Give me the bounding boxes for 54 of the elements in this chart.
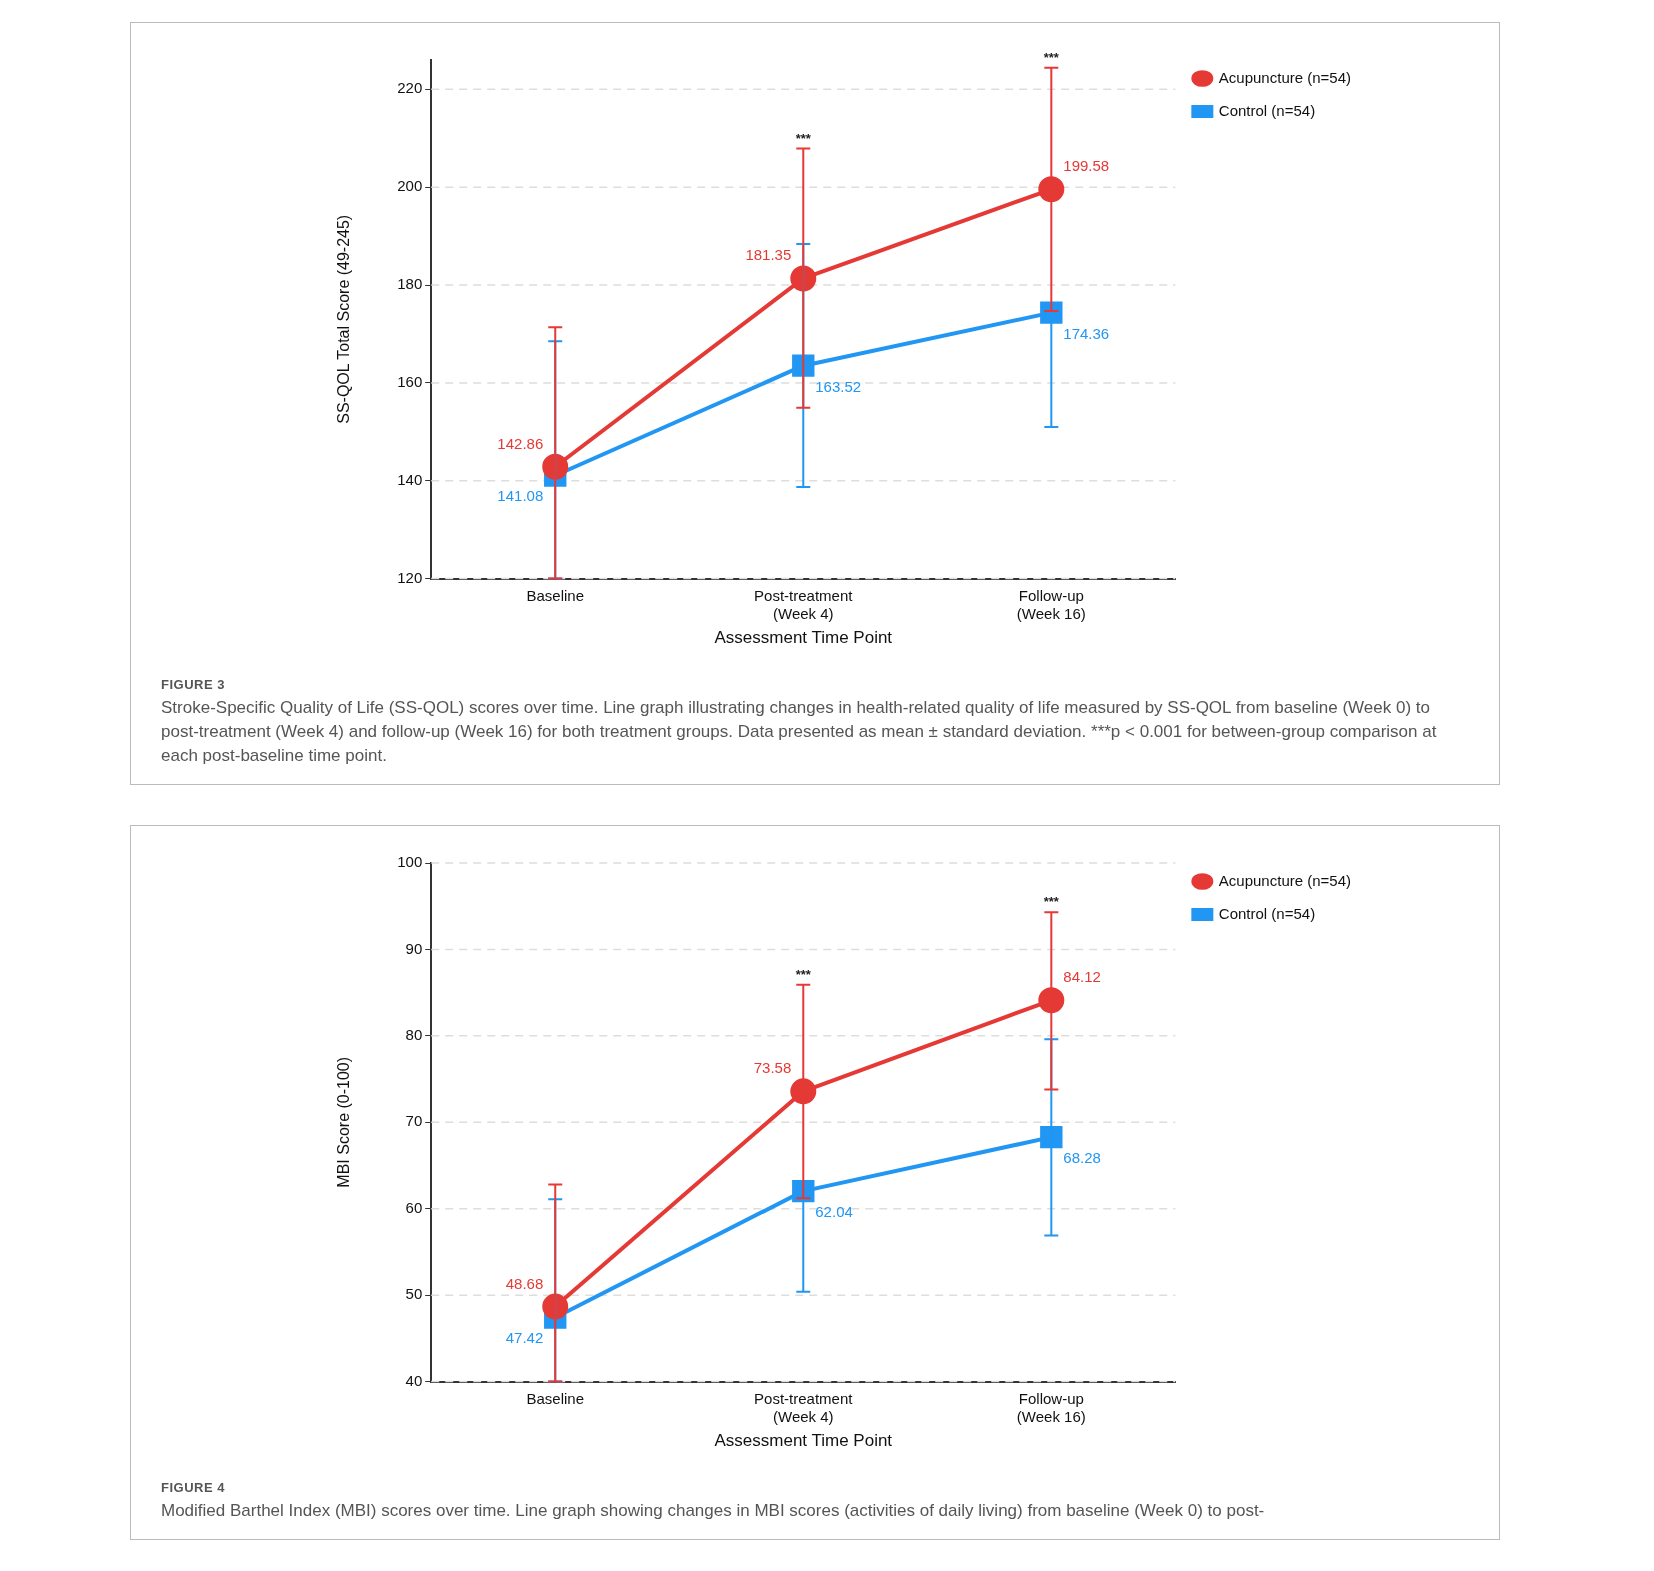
point: [790, 1078, 817, 1105]
y-tick-label: 220: [397, 79, 423, 97]
y-tick-label: 200: [397, 177, 423, 195]
x-axis-title: Assessment Time Point: [714, 628, 893, 648]
annotation: ***: [1043, 894, 1060, 910]
point: [1038, 176, 1065, 203]
x-tick-label: Follow-up (Week 16): [1016, 1389, 1086, 1425]
data-label: 68.28: [1063, 1149, 1101, 1167]
data-label: 163.52: [815, 377, 862, 395]
annotation: ***: [795, 966, 812, 982]
point: [790, 265, 817, 292]
y-tick-label: 180: [397, 275, 423, 293]
data-label: 48.68: [505, 1274, 544, 1292]
y-axis-title: MBI Score (0-100): [335, 1056, 353, 1188]
x-tick-label: Post-treatment (Week 4): [754, 1389, 854, 1425]
y-tick-label: 80: [405, 1026, 423, 1044]
point: [1038, 987, 1065, 1014]
legend-label: Control (n=54): [1218, 101, 1316, 119]
x-tick-label: Baseline: [526, 586, 585, 604]
y-tick-label: 70: [405, 1112, 423, 1130]
y-axis-title: SS-QOL Total Score (49-245): [335, 214, 353, 424]
annotation: ***: [1043, 49, 1060, 65]
point: [542, 1293, 569, 1320]
x-tick-label: Follow-up (Week 16): [1016, 586, 1086, 622]
data-label: 73.58: [753, 1059, 792, 1077]
legend-label: Acupuncture (n=54): [1218, 871, 1352, 889]
text: Stroke-Specific Quality of Life (SS-QOL) scores over time. Line graph illustrating changes in health-related quality of life measured by SS-QOL from baseline (Week 0) to post-treatment (Week 4) and follow-up (Week 16) for both treatment groups. Data presented as mean ± standard deviation. ***p < 0.001 for between-group comparison at each post-baseline time point.: [161, 697, 1438, 767]
y-tick-label: 120: [397, 568, 423, 586]
caption: FIGURE 3: [161, 677, 226, 692]
data-label: 181.35: [745, 246, 792, 264]
x-axis-title: Assessment Time Point: [714, 1431, 893, 1451]
text: Modified Barthel Index (MBI) scores over time. Line graph showing changes in MBI scores (activities of daily living) from baseline (Week 0) to post-: [161, 1500, 1266, 1522]
data-label: 174.36: [1063, 324, 1110, 342]
y-tick-label: 60: [405, 1198, 423, 1216]
data-label: 47.42: [505, 1329, 544, 1347]
data-label: 84.12: [1063, 968, 1101, 986]
data-label: 62.04: [815, 1203, 853, 1221]
y-tick-label: 160: [397, 373, 423, 391]
legend-label: Acupuncture (n=54): [1218, 68, 1352, 86]
x-tick-label: Post-treatment (Week 4): [754, 586, 854, 622]
y-tick-label: 50: [405, 1285, 423, 1303]
annotation: ***: [795, 130, 812, 146]
data-label: 199.58: [1063, 157, 1110, 175]
y-tick-label: 40: [405, 1371, 423, 1389]
data-label: 141.08: [497, 487, 544, 505]
x-tick-label: Baseline: [526, 1389, 585, 1407]
legend-label: Control (n=54): [1218, 904, 1316, 922]
y-tick-label: 90: [405, 939, 423, 957]
y-tick-label: 100: [397, 853, 423, 871]
point: [542, 453, 569, 480]
y-tick-label: 140: [397, 470, 423, 488]
data-label: 142.86: [497, 434, 544, 452]
point: [1040, 1125, 1063, 1149]
caption: FIGURE 4: [161, 1480, 226, 1495]
